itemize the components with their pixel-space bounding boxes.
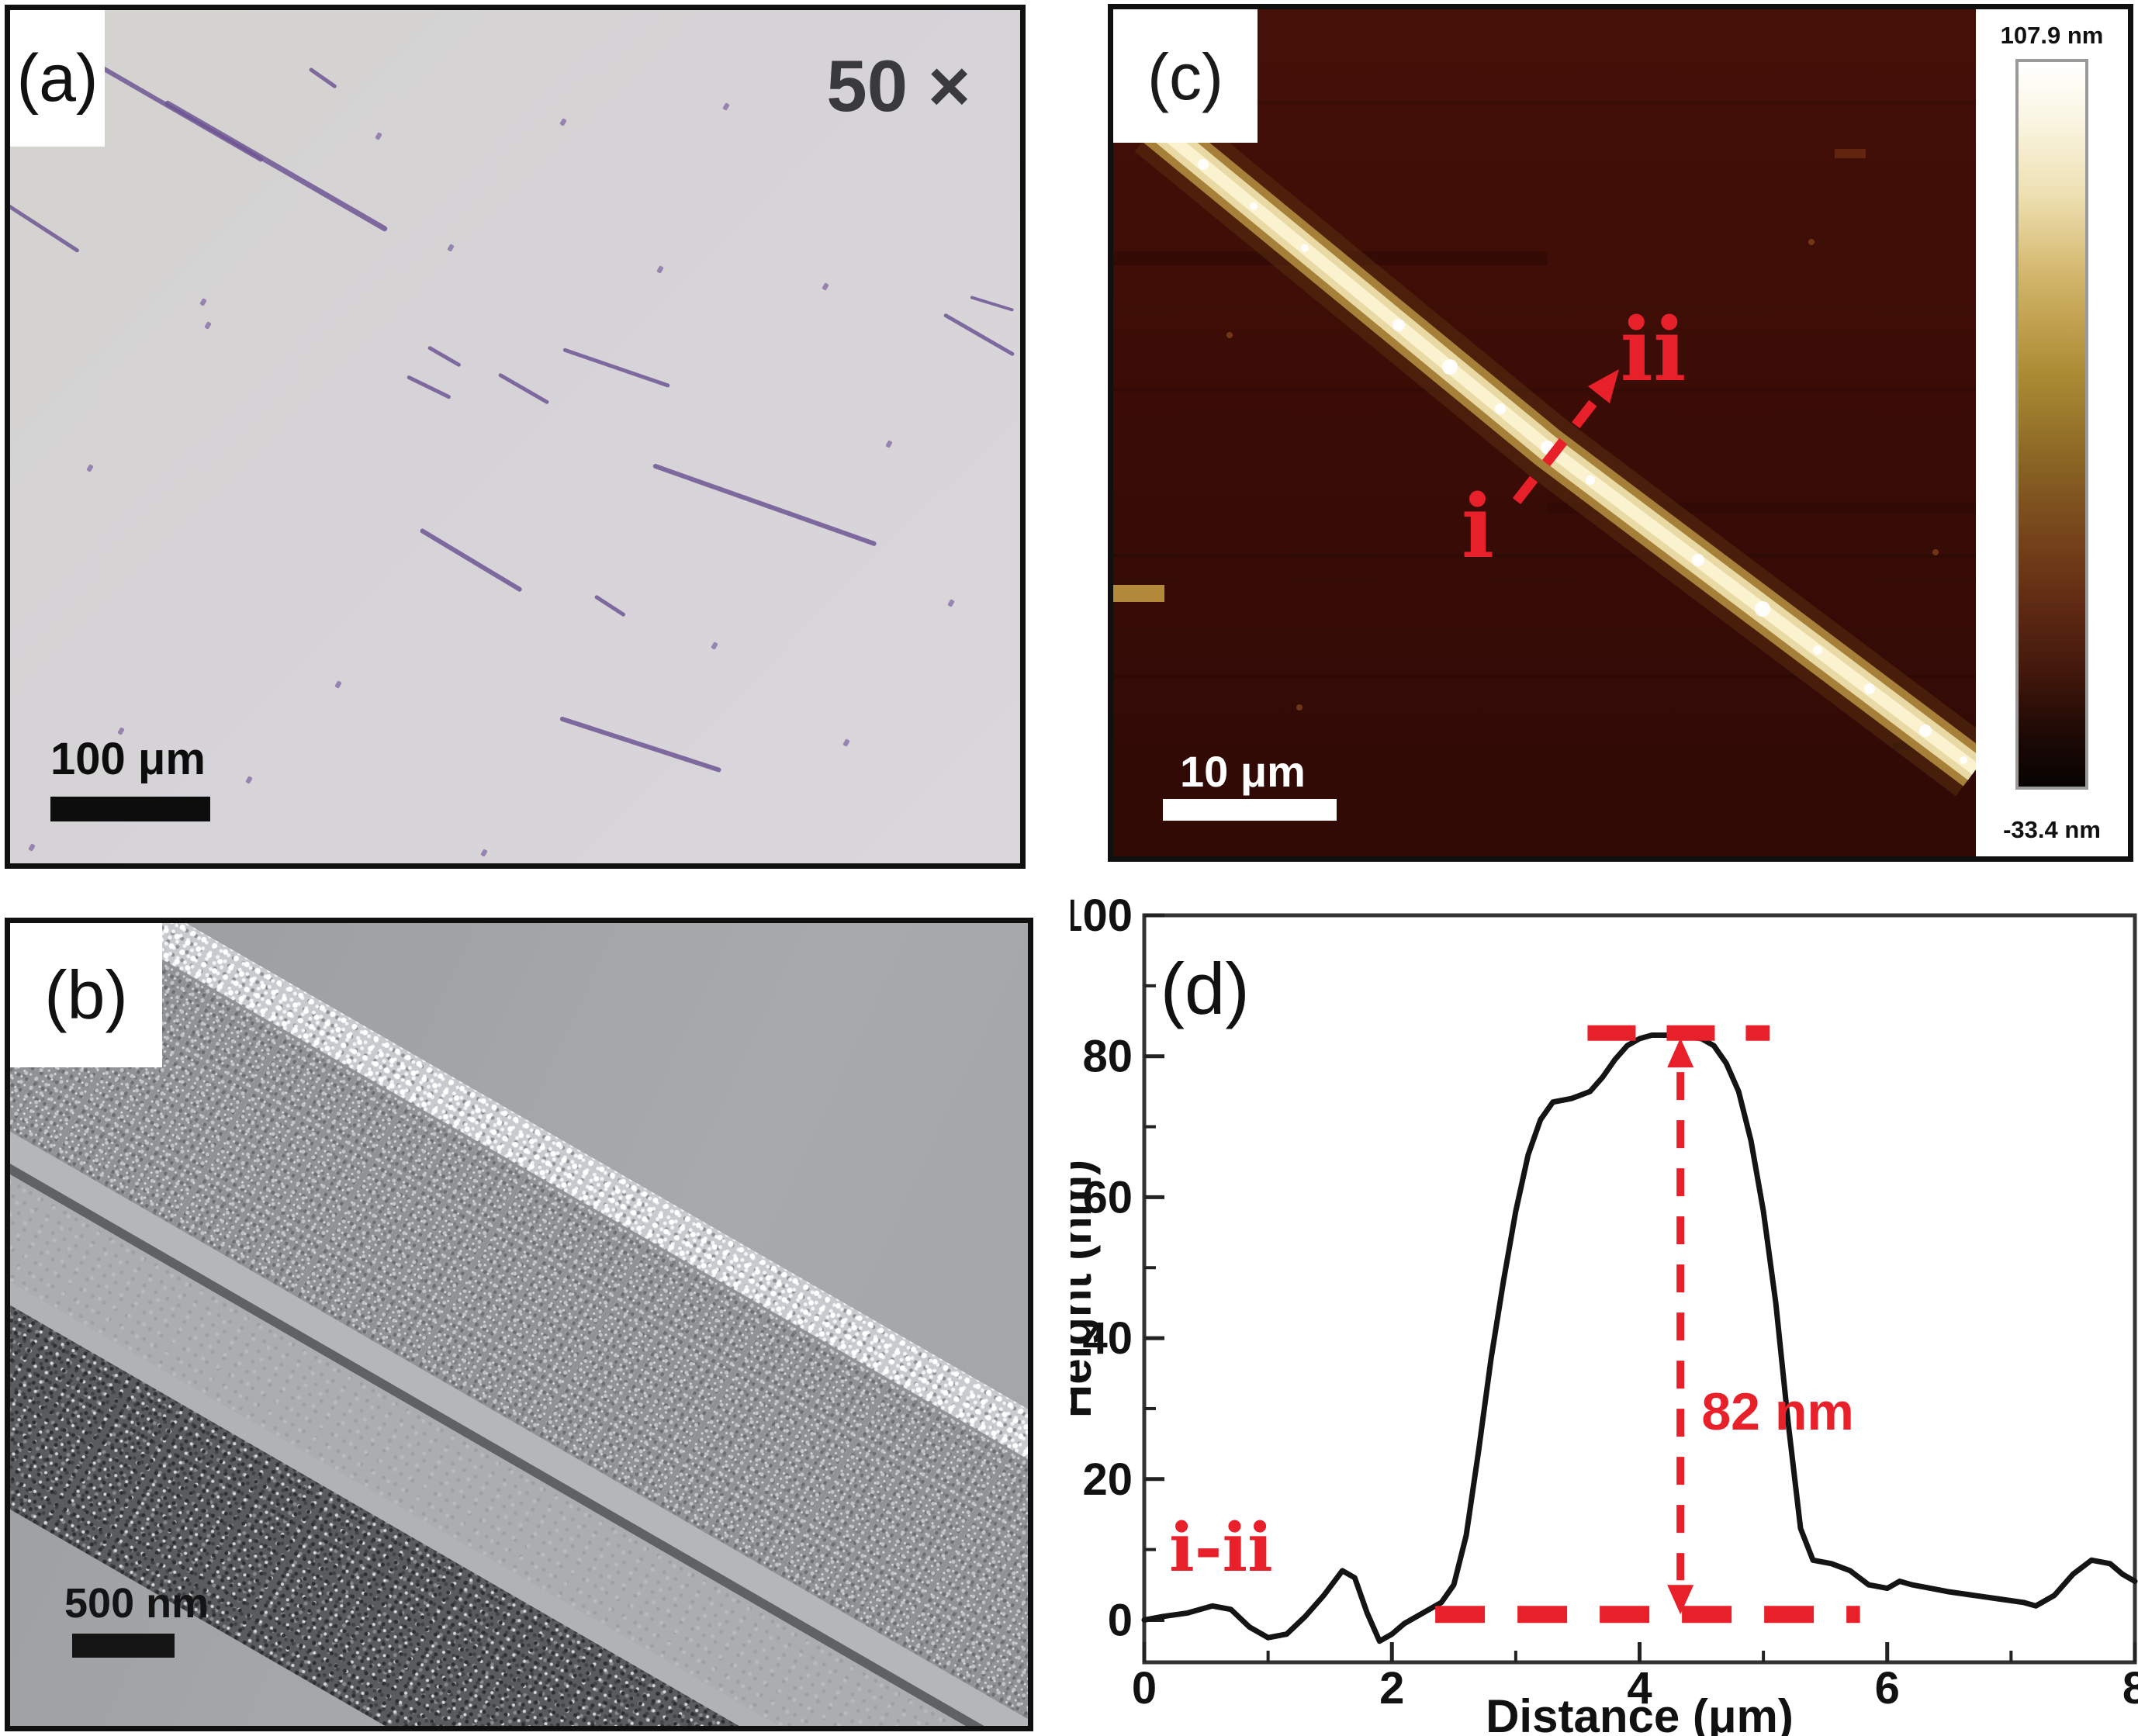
nanowire-line: [562, 348, 670, 389]
panel-b-scalebar: [72, 1634, 175, 1658]
colorbar-gradient: [2015, 59, 2088, 790]
panel-a-optical-image: (a) 50 × 100 μm: [5, 5, 1026, 869]
afm-scan-area: i ii (c) 10 μm: [1113, 9, 1976, 856]
magnification-text: 50 ×: [826, 45, 970, 126]
nanowire-line: [308, 67, 337, 89]
nanowire-line: [497, 372, 550, 405]
nanowire-speck: [656, 265, 664, 274]
afm-sparkles: [1198, 159, 1967, 764]
marker-ii-label: ii: [1620, 299, 1686, 401]
nanowire-speck: [28, 843, 36, 852]
panel-c-afm-image: i ii (c) 10 μm 107.9 nm -33.4 nm: [1108, 4, 2133, 862]
nanowire-speck: [822, 282, 829, 291]
profile-chart: 02468020406080100Distance (μm)Height (nm…: [1071, 892, 2138, 1736]
nanowire-speck: [842, 738, 850, 747]
nanowire-line: [10, 201, 80, 254]
x-tick-label: 4: [1627, 1663, 1652, 1714]
panel-b-label-box: (b): [10, 923, 162, 1067]
nanowire-speck: [447, 244, 455, 252]
x-tick-label: 2: [1379, 1663, 1404, 1714]
colorbar-min-label: -33.4 nm: [2003, 816, 2101, 843]
nanowire-line: [559, 716, 722, 773]
nanowire-speck: [86, 464, 94, 472]
nanowire-line: [943, 313, 1015, 357]
plot-frame: [1142, 913, 2137, 1665]
nanowire-speck: [711, 641, 718, 650]
nanowire-line: [652, 463, 877, 547]
arrowhead-icon: [1588, 369, 1619, 403]
panel-b-label: (b): [44, 956, 128, 1033]
panel-a-label-box: (a): [10, 10, 105, 147]
nanowire-line: [406, 375, 451, 399]
arrow-down-icon: [1667, 1585, 1694, 1615]
x-tick-label: 0: [1132, 1663, 1157, 1714]
nanowire-line: [970, 296, 1015, 312]
nanowire-line: [593, 594, 626, 617]
nanowire-speck: [245, 776, 253, 784]
nanowire-speck: [199, 298, 207, 306]
afm-rendering: i ii (c) 10 μm: [1113, 9, 1976, 856]
panel-b-sem-image: (b) 500 nm: [5, 918, 1033, 1731]
panel-a-scalebar-text: 100 μm: [50, 734, 206, 784]
nanowire-line: [164, 99, 389, 233]
colorbar: 107.9 nm -33.4 nm: [1976, 9, 2128, 856]
panel-a-scalebar: [50, 797, 210, 821]
panel-b-scalebar-text: 500 nm: [64, 1580, 209, 1627]
section-arrow: [1512, 369, 1619, 504]
x-axis-title: Distance (μm): [1486, 1690, 1794, 1736]
nanowire-speck: [375, 132, 382, 140]
nanowire-speck: [480, 849, 488, 857]
nanowire-speck: [722, 102, 730, 111]
y-axis-title: Height (nm): [1071, 1160, 1101, 1418]
height-profile-line: [1141, 1032, 2138, 1644]
y-tick-label: 40: [1082, 1313, 1133, 1364]
trace-annotation: i-ii: [1169, 1509, 1273, 1587]
y-tick-label: 60: [1082, 1172, 1133, 1222]
nanowire-speck: [885, 440, 893, 448]
nanowire-line: [419, 527, 523, 593]
y-tick-label: 80: [1082, 1032, 1133, 1082]
nanowire-line: [427, 345, 462, 368]
panel-c-label-box: [1113, 9, 1258, 143]
panel-c-scalebar: [1163, 799, 1337, 821]
panel-a-label: (a): [16, 40, 99, 116]
nanowire-speck: [334, 680, 342, 689]
x-tick-label: 8: [2122, 1663, 2138, 1714]
panel-c-scalebar-text: 10 μm: [1180, 747, 1306, 796]
nanowire-speck: [204, 321, 212, 330]
colorbar-max-label: 107.9 nm: [2000, 22, 2104, 49]
y-tick-label: 20: [1082, 1454, 1133, 1505]
y-tick-label: 0: [1108, 1595, 1133, 1645]
arrow-up-icon: [1667, 1038, 1694, 1068]
height-annotation: 82 nm: [1701, 1382, 1854, 1441]
panel-d-height-profile-chart: 02468020406080100Distance (μm)Height (nm…: [1071, 892, 2138, 1736]
nanowire-speck: [947, 599, 955, 607]
marker-i-label: i: [1462, 476, 1495, 578]
x-tick-label: 6: [1875, 1663, 1900, 1714]
y-tick-label: 100: [1071, 892, 1133, 941]
nanowire-speck: [559, 118, 567, 126]
panel-d-label: (d): [1161, 948, 1250, 1029]
panel-c-label: (c): [1147, 40, 1223, 113]
